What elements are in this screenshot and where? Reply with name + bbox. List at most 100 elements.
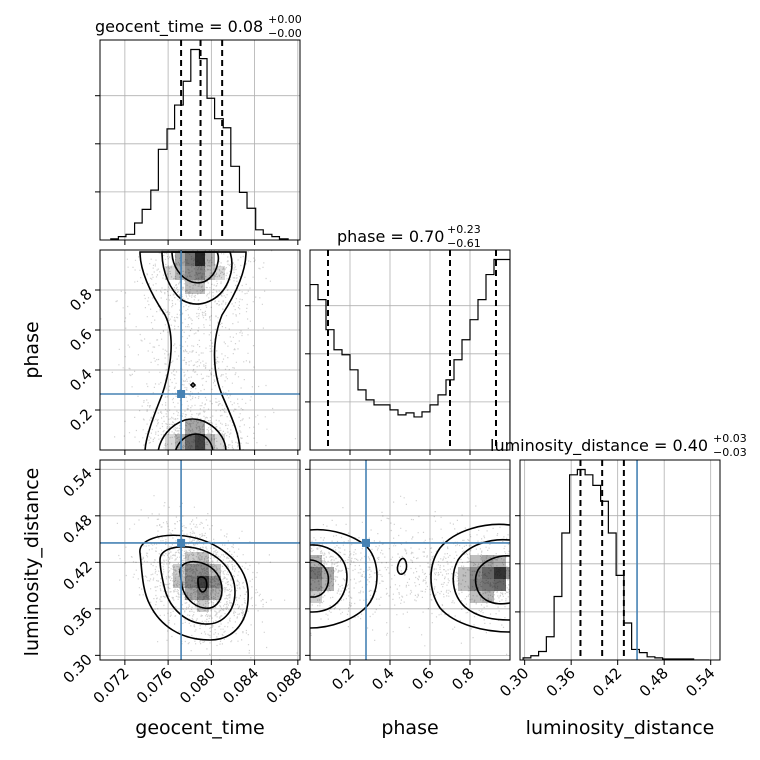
density-cell [185, 588, 197, 600]
density-contour [310, 528, 378, 629]
density-contour [430, 523, 510, 633]
tick-label-y: 0.2 [66, 405, 96, 435]
density-cell [215, 266, 225, 280]
density-cell [165, 266, 175, 280]
tick-label-x: 0.42 [589, 664, 625, 700]
scatter-clip [100, 250, 300, 450]
density-contour [179, 560, 223, 610]
density-cell [482, 579, 494, 591]
density-cell [205, 266, 215, 280]
tick-label-x: 0.076 [133, 664, 176, 707]
tick-label-y: 0.36 [59, 604, 95, 640]
histogram-step [110, 48, 289, 240]
tick-label-x: 0.2 [328, 664, 358, 694]
tick-label-x: 0.072 [90, 664, 133, 707]
title-phase-label: phase = 0.70 [337, 227, 444, 246]
title-luminosity-distance-plus: +0.03 [713, 432, 747, 445]
scatter-panel-geocent-time-vs-phase: 0.2 0.4 0.6 0.8 [66, 249, 301, 455]
density-cell [195, 266, 205, 280]
hist-panel-phase [305, 249, 511, 455]
title-geocent-time: geocent_time = 0.08 +0.00 −0.00 [95, 13, 302, 40]
density-cell [310, 567, 322, 579]
density-cell [494, 555, 506, 567]
density-cell [209, 576, 221, 588]
tick-label-y: 0.6 [66, 325, 96, 355]
density-cell [195, 252, 205, 266]
tick-label-x: 0.084 [219, 664, 262, 707]
density-contour [310, 559, 330, 598]
title-geocent-time-minus: −0.00 [268, 27, 302, 40]
density-contour [197, 576, 208, 593]
tick-label-y: 0.42 [59, 557, 95, 593]
scatter-clip [100, 460, 300, 660]
plot-area [100, 460, 300, 660]
ylabel-luminosity-distance: luminosity_distance [21, 468, 43, 657]
xlabel-luminosity-distance: luminosity_distance [526, 717, 715, 739]
density-cell [173, 576, 185, 588]
tick-label-y: 0.30 [59, 650, 95, 686]
tick-label-x: 0.48 [636, 664, 672, 700]
tick-label-x: 0.4 [368, 664, 398, 694]
density-cell [185, 266, 195, 280]
density-cell [195, 280, 205, 294]
density-contour [159, 546, 236, 625]
density-cell [185, 434, 195, 450]
density-contour [189, 381, 197, 389]
title-phase-plus: +0.23 [447, 223, 481, 236]
density-cell [185, 564, 197, 576]
density-contour [310, 544, 348, 613]
plot-area [310, 250, 510, 450]
density-cell [458, 579, 470, 591]
density-contour [157, 418, 227, 450]
plot-area [520, 460, 720, 660]
hist-clip [110, 40, 289, 240]
density-cell [506, 567, 510, 579]
hist-panel-luminosity-distance: 0.30 0.36 0.42 0.48 0.54 [496, 459, 721, 700]
title-luminosity-distance-minus: −0.03 [713, 446, 747, 459]
density-cell [470, 555, 482, 567]
title-luminosity-distance: luminosity_distance = 0.40 +0.03 −0.03 [490, 432, 747, 459]
density-cell [482, 567, 494, 579]
tick-label-y: 0.8 [66, 285, 96, 315]
density-cell [197, 552, 209, 564]
density-cell [494, 579, 506, 591]
panel-frame [519, 459, 721, 661]
density-contour [396, 557, 408, 575]
density-contour [171, 251, 220, 284]
density-cell [310, 579, 322, 591]
density-cell [470, 591, 482, 603]
title-geocent-time-plus: +0.00 [268, 13, 302, 26]
density-cell [185, 252, 195, 266]
density-contour [474, 555, 510, 605]
density-cell [165, 434, 175, 450]
xlabel-geocent-time: geocent_time [135, 717, 264, 739]
truth-marker [362, 538, 370, 547]
tick-label-x: 0.6 [408, 664, 438, 694]
truth-marker [177, 390, 186, 398]
density-cell [458, 567, 470, 579]
hist-panel-geocent-time [95, 39, 301, 245]
truth-marker [177, 538, 186, 547]
tick-label-x: 0.36 [543, 664, 579, 700]
scatter-clip [310, 460, 510, 660]
tick-label-x: 0.30 [496, 664, 532, 700]
histogram-step [310, 258, 510, 450]
panel-frame [99, 459, 301, 661]
density-cell [195, 420, 205, 434]
density-cell [185, 420, 195, 434]
tick-label-x: 0.080 [176, 664, 219, 707]
panel-frame [99, 249, 301, 451]
title-phase: phase = 0.70 +0.23 −0.61 [337, 223, 481, 250]
density-cell [205, 252, 215, 266]
density-contour [139, 534, 249, 641]
scatter-panel-phase-vs-luminosity-distance: 0.2 0.4 0.6 0.8 [305, 459, 511, 694]
tick-label-y: 0.54 [59, 464, 95, 500]
hist-clip [310, 250, 510, 450]
density-cell [209, 588, 221, 600]
density-cell [215, 434, 225, 450]
density-cell [197, 564, 209, 576]
density-contour [161, 251, 233, 305]
ylabel-phase: phase [21, 321, 43, 378]
density-cell [494, 567, 506, 579]
